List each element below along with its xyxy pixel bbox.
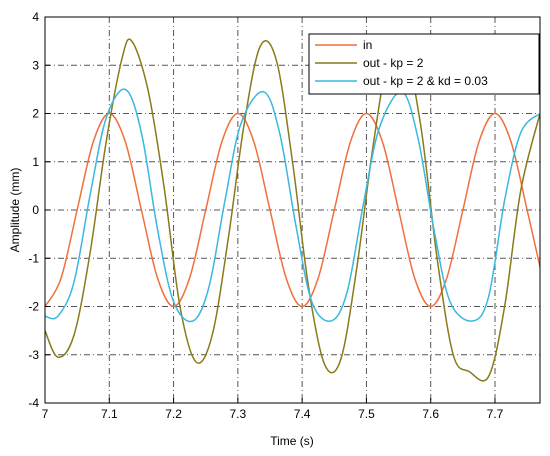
legend-label: in	[363, 38, 372, 52]
series-line-kp	[45, 38, 540, 382]
legend-box	[308, 33, 540, 95]
y-tick-label: -3	[28, 348, 39, 362]
x-tick-label: 7.5	[358, 407, 375, 421]
legend: in out - kp = 2 out - kp = 2 & kd = 0.03	[308, 33, 540, 95]
series-lines	[45, 38, 540, 382]
x-tick-label: 7.4	[294, 407, 311, 421]
axis-ticks: 7 7.1 7.2 7.3 7.4 7.5 7.6 7.7 4 3 2 1 0 -1 -2 -3 -4	[28, 10, 503, 421]
y-tick-label: -1	[28, 251, 39, 265]
y-tick-label: 3	[32, 58, 39, 72]
y-tick-label: -4	[28, 396, 39, 410]
y-tick-label: 4	[32, 10, 39, 24]
y-tick-label: -2	[28, 300, 39, 314]
grid-lines	[45, 17, 540, 403]
y-tick-label: 1	[32, 155, 39, 169]
y-axis-title: Amplitude (mm)	[8, 168, 22, 253]
x-tick-label: 7.1	[101, 407, 118, 421]
x-axis-title: Time (s)	[270, 434, 314, 448]
y-tick-label: 0	[32, 203, 39, 217]
x-tick-label: 7.7	[487, 407, 504, 421]
legend-label: out - kp = 2 & kd = 0.03	[363, 74, 488, 88]
y-tick-label: 2	[32, 107, 39, 121]
series-line-in	[45, 112, 540, 308]
x-tick-label: 7.2	[165, 407, 182, 421]
x-tick-label: 7.3	[230, 407, 247, 421]
series-line-kp-kd	[45, 88, 540, 323]
x-tick-label: 7	[42, 407, 49, 421]
legend-label: out - kp = 2	[363, 56, 424, 70]
x-tick-label: 7.6	[422, 407, 439, 421]
